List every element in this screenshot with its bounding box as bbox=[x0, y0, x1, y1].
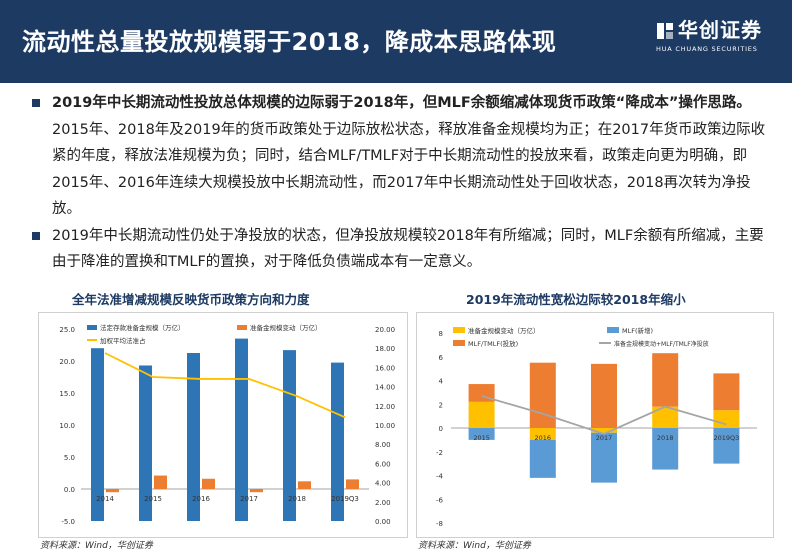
right-y-tick: 2.00 bbox=[375, 499, 391, 507]
header-bar: 流动性总量投放规模弱于2018，降成本思路体现 华创证券 HUA CHUANG … bbox=[0, 0, 792, 83]
left-chart-title: 全年法准增减规模反映货币政策方向和力度 bbox=[72, 292, 310, 307]
left-chart: 25.0 20.0 15.0 10.0 5.0 0.0 -5.0 20.00 18.00 16.0… bbox=[59, 323, 395, 526]
y-tick: -4 bbox=[436, 473, 444, 481]
right-y-tick: 20.00 bbox=[375, 326, 395, 334]
company-logo: 华创证券 HUA CHUANG SECURITIES bbox=[656, 14, 762, 53]
bar-reserve-size bbox=[139, 365, 152, 521]
legend-swatch-reserve-size bbox=[87, 325, 97, 330]
left-y-tick: 0.0 bbox=[64, 486, 75, 494]
logo-name: 华创证券 bbox=[678, 18, 762, 42]
bar-reserve-size bbox=[235, 338, 248, 521]
left-y-tick: -5.0 bbox=[61, 518, 75, 526]
stacked-bar-segment bbox=[652, 428, 679, 470]
right-chart-frame: 8 6 4 2 0 -2 -4 -6 -8 2015 2016 2017 2018 2019Q3 准备金规模… bbox=[416, 312, 774, 538]
right-y-tick: 16.00 bbox=[375, 364, 395, 372]
right-y-tick: 8.00 bbox=[375, 441, 391, 449]
legend-swatch-mlf-new bbox=[607, 327, 619, 333]
right-chart: 8 6 4 2 0 -2 -4 -6 -8 2015 2016 2017 2018 2019Q3 准备金规模… bbox=[436, 326, 757, 528]
y-tick: 8 bbox=[439, 330, 443, 338]
bar-reserve-change bbox=[298, 481, 311, 489]
bar-reserve-change bbox=[154, 475, 167, 489]
bullet-bold-text: 2019年中长期流动性投放总体规模的边际弱于2018年，但MLF余额缩减体现货币… bbox=[52, 95, 751, 111]
stacked-bar-segment bbox=[591, 363, 617, 428]
legend-reserve-size: 法定存款准备金规模（万亿） bbox=[100, 323, 185, 332]
right-y-tick: 4.00 bbox=[375, 480, 391, 488]
left-chart-frame: 25.0 20.0 15.0 10.0 5.0 0.0 -5.0 20.00 18.00 16.0… bbox=[38, 312, 408, 538]
line-net-injection bbox=[481, 395, 727, 435]
bullet-list: 2019年中长期流动性投放总体规模的边际弱于2018年，但MLF余额缩减体现货币… bbox=[32, 90, 772, 276]
legend-swatch-reserve-change bbox=[237, 325, 247, 330]
x-tick-label: 2018 bbox=[288, 495, 306, 503]
stacked-bar-segment bbox=[591, 432, 617, 483]
legend-mlf-new: MLF(新增) bbox=[622, 326, 653, 335]
stacked-bar-segment bbox=[468, 428, 495, 440]
stacked-bar-segment bbox=[468, 401, 495, 428]
stacked-bar-segment bbox=[529, 428, 556, 440]
left-y-tick: 25.0 bbox=[59, 326, 75, 334]
line-weighted-ratio bbox=[104, 352, 346, 419]
stacked-bar-segment bbox=[713, 410, 740, 428]
legend-reserve-change: 准备金规模变动（万亿） bbox=[250, 323, 322, 332]
bar-reserve-change bbox=[346, 479, 359, 489]
bar-reserve-size bbox=[91, 348, 104, 521]
right-y-tick: 0.00 bbox=[375, 518, 391, 526]
stacked-bar-segment bbox=[713, 428, 740, 464]
bullet-square-icon bbox=[32, 231, 40, 240]
bullet-square-icon bbox=[32, 99, 40, 107]
x-tick-label: 2016 bbox=[535, 434, 552, 442]
stacked-bar-segment bbox=[529, 439, 556, 478]
bar-reserve-change bbox=[250, 489, 263, 493]
right-y-tick: 12.00 bbox=[375, 403, 395, 411]
right-y-tick: 14.00 bbox=[375, 384, 395, 392]
y-tick: -8 bbox=[436, 520, 443, 528]
bar-reserve-size bbox=[331, 362, 344, 521]
y-tick: 6 bbox=[439, 354, 444, 362]
x-tick-label: 2019Q3 bbox=[331, 495, 359, 503]
legend-swatch-mlf-tmlf bbox=[453, 340, 465, 346]
left-y-tick: 15.0 bbox=[59, 390, 75, 398]
bullet-item-1: 2019年中长期流动性投放总体规模的边际弱于2018年，但MLF余额缩减体现货币… bbox=[32, 90, 772, 223]
legend-swatch-reserve-change bbox=[453, 327, 465, 333]
left-y-tick: 5.0 bbox=[64, 454, 75, 462]
legend-net-injection: 准备金规模变动+MLF/TMLF净投放 bbox=[614, 340, 709, 348]
x-tick-label: 2017 bbox=[596, 434, 613, 442]
x-tick-label: 2018 bbox=[657, 434, 674, 442]
bullet-text: 2019年中长期流动性仍处于净投放的状态，但净投放规模较2018年有所缩减；同时… bbox=[52, 227, 764, 271]
x-tick-label: 2015 bbox=[473, 434, 490, 442]
x-tick-label: 2019Q3 bbox=[714, 434, 740, 442]
legend-mlf-tmlf: MLF/TMLF(投放) bbox=[468, 339, 518, 348]
logo-mark-icon bbox=[657, 23, 673, 39]
left-source-note: 资料来源：Wind，华创证券 bbox=[40, 541, 153, 551]
bar-reserve-size bbox=[187, 353, 200, 521]
legend-weighted-ratio: 加权平均法准占 bbox=[100, 336, 146, 345]
stacked-bar-segment bbox=[529, 362, 556, 428]
bullet-text: 2015年、2018年及2019年的货币政策处于边际放松状态，释放准备金规模均为… bbox=[52, 121, 766, 218]
bar-reserve-change bbox=[106, 489, 119, 493]
y-tick: 2 bbox=[439, 401, 443, 409]
stacked-bar-segment bbox=[652, 353, 679, 407]
x-tick-label: 2014 bbox=[96, 495, 114, 503]
x-tick-label: 2017 bbox=[240, 495, 258, 503]
bar-reserve-change bbox=[202, 478, 215, 489]
stacked-bar-segment bbox=[652, 406, 679, 428]
y-tick: -6 bbox=[436, 496, 444, 504]
right-source-note: 资料来源：Wind，华创证券 bbox=[418, 541, 531, 551]
left-y-tick: 10.0 bbox=[59, 422, 75, 430]
bullet-item-2: 2019年中长期流动性仍处于净投放的状态，但净投放规模较2018年有所缩减；同时… bbox=[32, 223, 772, 276]
y-tick: 0 bbox=[439, 425, 443, 433]
right-y-tick: 6.00 bbox=[375, 460, 391, 468]
right-chart-title: 2019年流动性宽松边际较2018年缩小 bbox=[466, 292, 686, 307]
stacked-bar-segment bbox=[713, 373, 740, 411]
x-tick-label: 2016 bbox=[192, 495, 210, 503]
y-tick: -2 bbox=[436, 449, 443, 457]
stacked-bar-segment bbox=[591, 428, 617, 433]
logo-subtitle: HUA CHUANG SECURITIES bbox=[656, 45, 758, 53]
legend-reserve-change: 准备金规模变动（万亿） bbox=[468, 326, 540, 335]
page-title: 流动性总量投放规模弱于2018，降成本思路体现 bbox=[22, 28, 557, 56]
x-tick-label: 2015 bbox=[144, 495, 162, 503]
right-y-tick: 10.00 bbox=[375, 422, 395, 430]
right-y-tick: 18.00 bbox=[375, 345, 395, 353]
y-tick: 4 bbox=[439, 378, 444, 386]
left-y-tick: 20.0 bbox=[59, 358, 75, 366]
